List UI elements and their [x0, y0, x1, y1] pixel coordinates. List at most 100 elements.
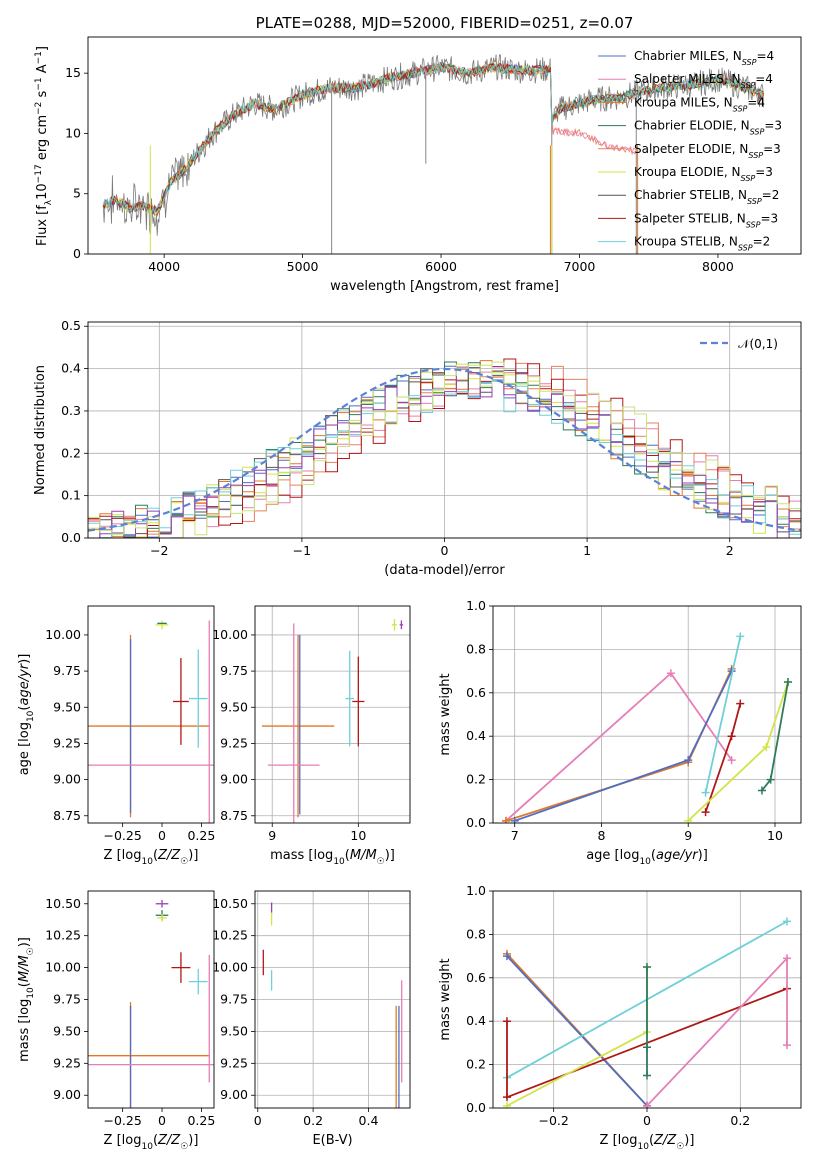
- y-tick-label: 0.6: [466, 685, 486, 700]
- errorbar-point: [399, 620, 404, 630]
- x-tick-label: −2: [150, 543, 168, 558]
- model-spectrum-line: [102, 61, 764, 214]
- y-tick-label: 0.0: [466, 1100, 486, 1115]
- legend-label: Salpeter ELODIE, NSSP=3: [634, 142, 781, 160]
- histogram-step-line: [88, 361, 801, 538]
- legend-label: Chabrier ELODIE, NSSP=3: [634, 119, 782, 137]
- mass-weight-marker: [503, 1101, 511, 1108]
- errorbar-point: [155, 899, 169, 908]
- y-tick-label: 8.75: [220, 808, 248, 823]
- y-tick-label: 10.50: [45, 896, 81, 911]
- y-tick-label: 9.25: [53, 1055, 81, 1070]
- mass-weight-line: [506, 955, 648, 1107]
- x-tick-label: 7: [511, 828, 519, 843]
- y-axis-label: mass [log10(M/M☉)]: [17, 937, 36, 1062]
- mass-weight-line: [687, 681, 789, 822]
- y-tick-label: 9.75: [53, 663, 81, 678]
- mass-weight-marker: [727, 756, 736, 765]
- y-axis-label: Normed distribution: [33, 365, 48, 495]
- axes-frame: [87, 605, 215, 824]
- plot-area: [262, 902, 403, 1108]
- errorbar-point: [391, 619, 398, 631]
- y-axis-label: age [log10(age/yr)]: [17, 654, 36, 776]
- chart-panel-7: 0 0.2 0.4 9.00 9.25 9.50 9.75 10.00 10.25 10.50 E(…: [212, 890, 411, 1148]
- y-tick-label: 0.4: [61, 361, 81, 376]
- y-tick-label: 0.2: [466, 1057, 486, 1072]
- x-axis-label: wavelength [Angstrom, rest frame]: [330, 279, 559, 294]
- chart-title: PLATE=0288, MJD=52000, FIBERID=0251, z=0…: [256, 14, 634, 32]
- y-tick-label: 0: [73, 246, 81, 261]
- x-tick-label: 0.4: [359, 1113, 379, 1128]
- y-tick-label: 0.5: [61, 318, 81, 333]
- x-tick-label: 0: [254, 1113, 262, 1128]
- x-tick-label: 4000: [148, 259, 180, 274]
- x-axis-label: mass [log10(M/M☉)]: [270, 848, 395, 867]
- mass-weight-marker: [510, 816, 519, 823]
- x-axis-label: Z [log10(Z/Z☉)]: [104, 1133, 199, 1152]
- mass-weight-marker: [701, 808, 710, 817]
- axes-frame: [87, 321, 802, 539]
- x-axis-label: Z [log10(Z/Z☉)]: [104, 848, 199, 867]
- chart-panel-1: 4000 5000 6000 7000 8000 0 5 10 15 wavelength [An…: [34, 36, 802, 294]
- mass-weight-marker: [757, 786, 766, 795]
- legend-label: Salpeter MILES, NSSP=4: [634, 72, 773, 90]
- y-tick-label: 9.50: [220, 1023, 248, 1038]
- mass-weight-marker: [762, 743, 771, 752]
- axes-frame: [492, 890, 802, 1109]
- y-axis-label: mass weight: [438, 958, 453, 1040]
- axes-frame: [87, 36, 802, 255]
- y-tick-label: 1.0: [466, 598, 486, 613]
- y-tick-label: 0.1: [61, 488, 81, 503]
- y-tick-label: 15: [65, 65, 81, 80]
- y-tick-label: 9.50: [53, 699, 81, 714]
- y-tick-label: 9.00: [220, 1087, 248, 1102]
- x-tick-label: 1: [583, 543, 591, 558]
- plot-area: [503, 917, 791, 1108]
- x-tick-label: 10: [350, 828, 366, 843]
- mass-weight-marker: [783, 677, 792, 686]
- x-tick-label: 5000: [287, 259, 319, 274]
- y-tick-label: 10.00: [45, 627, 81, 642]
- y-tick-label: 0.0: [61, 530, 81, 545]
- mass-weight-marker: [502, 816, 511, 823]
- chart-panel-8: −0.2 0 0.2 0.0 0.2 0.4 0.6 0.8 1.0 Z [log10(Z/Z☉)…: [438, 883, 802, 1152]
- errorbar-point: [188, 968, 208, 995]
- mass-weight-line: [514, 670, 733, 822]
- normal-curve-line: [88, 367, 801, 532]
- mass-weight-line: [505, 671, 733, 822]
- chart-panel-4: 9 10 8.75 9.00 9.25 9.50 9.75 10.00 mass [log10(…: [212, 605, 411, 867]
- plot-area: [502, 632, 792, 823]
- mass-weight-marker: [666, 669, 675, 678]
- axes-frame: [87, 890, 215, 1109]
- legend-label: Chabrier STELIB, NSSP=2: [634, 188, 779, 206]
- x-tick-label: 8: [597, 828, 605, 843]
- mass-weight-marker: [783, 1041, 791, 1050]
- y-tick-label: 10.00: [212, 960, 248, 975]
- y-tick-label: 1.0: [466, 883, 486, 898]
- model-spectrum-line: [103, 62, 764, 215]
- y-tick-label: 10.25: [212, 928, 248, 943]
- mass-weight-marker: [783, 954, 791, 963]
- errorbar-point: [173, 658, 189, 745]
- mass-weight-marker: [643, 1071, 651, 1080]
- axes-frame: [254, 890, 411, 1109]
- x-tick-label: 7000: [564, 259, 596, 274]
- y-tick-label: 9.75: [53, 992, 81, 1007]
- plot-area: [88, 358, 801, 538]
- y-tick-label: 9.00: [53, 1087, 81, 1102]
- legend-label: 𝒩(0,1): [738, 337, 778, 351]
- y-tick-label: 9.00: [220, 772, 248, 787]
- legend-label: Kroupa STELIB, NSSP=2: [634, 235, 770, 253]
- errorbar-point: [188, 649, 208, 748]
- x-tick-label: 9: [268, 828, 276, 843]
- legend-label: Chabrier MILES, NSSP=4: [634, 49, 774, 67]
- x-tick-label: 0: [643, 1113, 651, 1128]
- x-axis-label: (data-model)/error: [384, 563, 505, 578]
- mass-weight-marker: [643, 1101, 651, 1108]
- y-tick-label: 10.00: [45, 960, 81, 975]
- mass-weight-marker: [684, 756, 693, 765]
- errorbar-point: [261, 634, 335, 818]
- y-axis-label: Flux [fλ10−17 erg cm−2 s−1 A−1]: [34, 46, 54, 246]
- errorbar-point: [267, 623, 320, 823]
